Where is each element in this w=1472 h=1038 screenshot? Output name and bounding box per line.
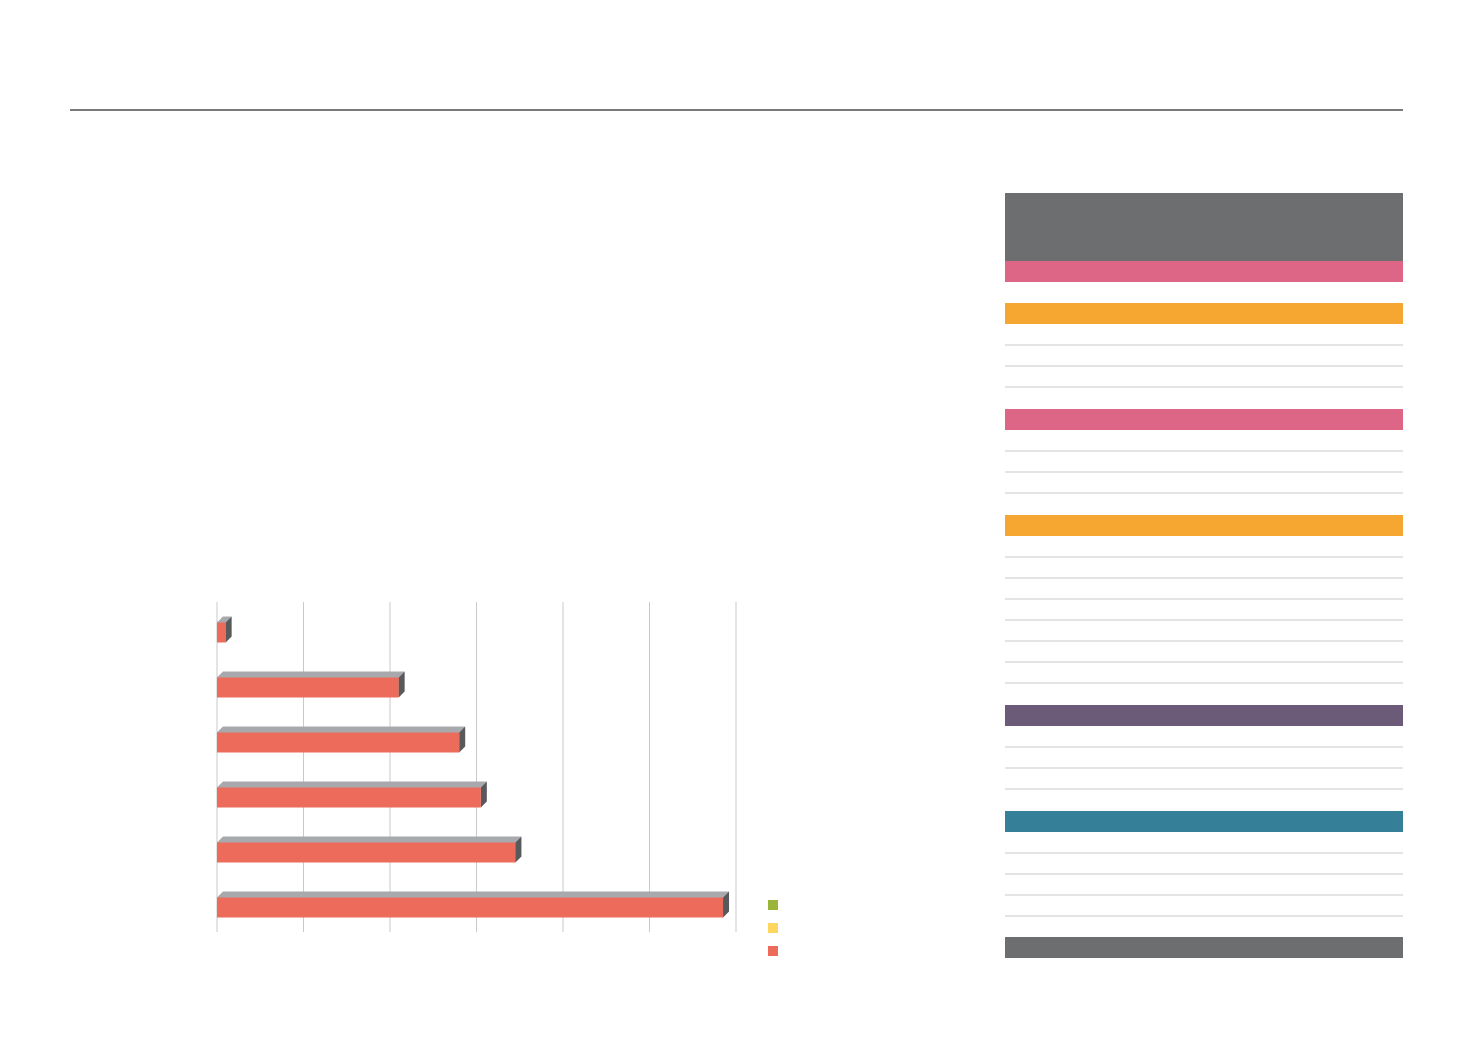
bar-side — [480, 781, 487, 808]
bar — [217, 787, 481, 808]
bar-side — [459, 726, 466, 753]
bar-side — [723, 891, 730, 918]
bar — [217, 622, 226, 643]
bar-side — [225, 616, 232, 643]
bar-top — [217, 781, 487, 788]
bar — [217, 897, 724, 918]
legend-swatch — [768, 900, 778, 910]
table-header — [1005, 193, 1403, 261]
chart — [216, 602, 778, 956]
table-band — [1005, 515, 1403, 536]
table-band — [1005, 303, 1403, 324]
bar — [217, 732, 460, 753]
table-band — [1005, 811, 1403, 832]
legend-swatch — [768, 923, 778, 933]
bar — [217, 677, 399, 698]
bar-top — [217, 671, 405, 678]
table-band — [1005, 261, 1403, 282]
bar-top — [217, 726, 466, 733]
side-table — [1005, 193, 1403, 958]
bar-top — [217, 891, 730, 898]
bar-top — [217, 616, 232, 623]
bar-side — [515, 836, 522, 863]
bar-top — [217, 836, 522, 843]
table-band — [1005, 937, 1403, 958]
legend-swatch — [768, 946, 778, 956]
bar-side — [398, 671, 405, 698]
table-band — [1005, 705, 1403, 726]
bar — [217, 842, 516, 863]
table-band — [1005, 409, 1403, 430]
